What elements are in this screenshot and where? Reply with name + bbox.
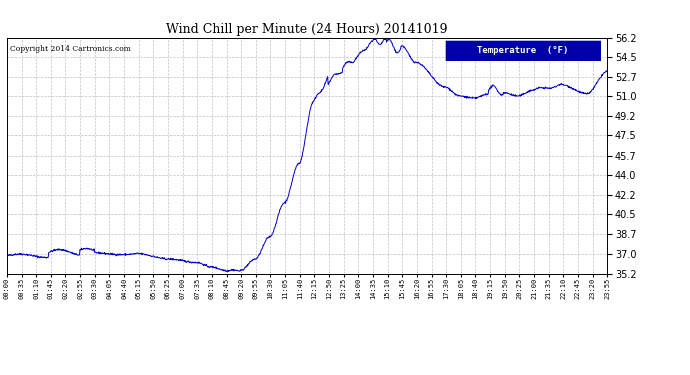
Text: Copyright 2014 Cartronics.com: Copyright 2014 Cartronics.com [10, 45, 131, 53]
Title: Wind Chill per Minute (24 Hours) 20141019: Wind Chill per Minute (24 Hours) 2014101… [166, 23, 448, 36]
